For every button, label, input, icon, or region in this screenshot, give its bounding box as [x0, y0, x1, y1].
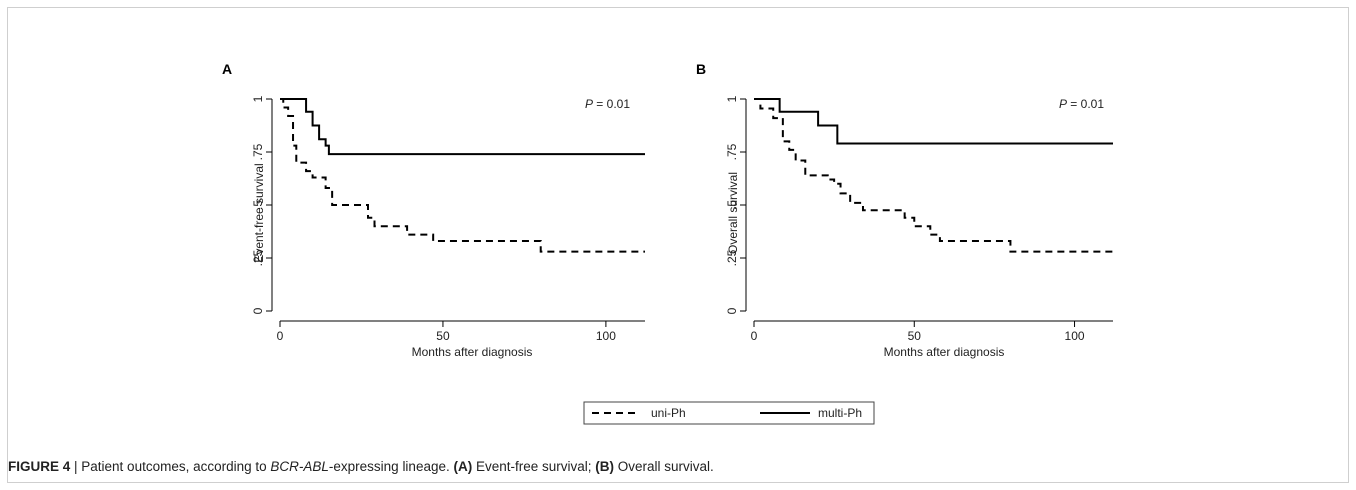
series-uni-ph-curve — [280, 98, 645, 253]
y-tick-label: .25 — [725, 249, 739, 266]
panel-a: A Event-free survival Months after diagn… — [222, 61, 645, 359]
y-axis-label: Overall survival — [726, 172, 740, 254]
series-multi-ph-curve — [754, 98, 1113, 145]
caption-panel-b-ref: (B) — [595, 459, 615, 474]
survival-curves — [280, 98, 645, 253]
panel-label: B — [696, 61, 706, 77]
legend-label-uni-ph: uni-Ph — [651, 406, 686, 420]
series-uni-ph-curve — [754, 98, 1113, 253]
panel-b: B Overall survival Months after diagnosi… — [696, 61, 1113, 359]
legend-label-multi-ph: multi-Ph — [818, 406, 862, 420]
figure-number: FIGURE 4 — [8, 459, 71, 474]
caption-panel-a-ref: (A) — [453, 459, 473, 474]
y-tick-label: 1 — [725, 95, 739, 102]
y-tick-label: 0 — [251, 307, 265, 314]
p-symbol: P — [1059, 97, 1067, 111]
x-tick-label: 100 — [1065, 329, 1085, 343]
x-tick-label: 50 — [436, 329, 450, 343]
survival-curves — [754, 98, 1113, 253]
x-tick-label: 100 — [596, 329, 616, 343]
y-axis-label: Event-free survival — [252, 163, 266, 262]
y-tick-label: .5 — [251, 200, 265, 210]
x-tick-label: 0 — [277, 329, 284, 343]
y-tick-label: .25 — [251, 249, 265, 266]
axes: 0 .25 .5 .75 1 0 50 100 — [251, 95, 645, 343]
caption-panel-b-text: Overall survival. — [614, 459, 714, 474]
p-value: = 0.01 — [593, 97, 630, 111]
series-multi-ph-curve — [280, 98, 645, 156]
caption-separator: | — [70, 459, 82, 474]
panel-label: A — [222, 61, 232, 77]
x-axis-label: Months after diagnosis — [412, 345, 533, 359]
y-tick-label: .75 — [251, 143, 265, 160]
caption-panel-a-text: Event-free survival; — [472, 459, 596, 474]
legend-box — [583, 401, 875, 425]
caption-text-mid: -expressing lineage. — [328, 459, 454, 474]
p-value-annotation: P = 0.01 — [585, 97, 630, 111]
p-value-annotation: P = 0.01 — [1059, 97, 1104, 111]
y-tick-label: .5 — [725, 200, 739, 210]
x-tick-label: 50 — [908, 329, 922, 343]
caption-gene: BCR-ABL — [270, 459, 329, 474]
y-tick-label: 0 — [725, 307, 739, 314]
p-value: = 0.01 — [1067, 97, 1104, 111]
p-symbol: P — [585, 97, 593, 111]
figure-frame — [7, 7, 1349, 483]
caption-text: Patient outcomes, according to — [81, 459, 271, 474]
figure-caption: FIGURE 4 | Patient outcomes, according t… — [8, 459, 1338, 474]
y-tick-label: 1 — [251, 95, 265, 102]
y-tick-label: .75 — [725, 143, 739, 160]
x-axis-label: Months after diagnosis — [884, 345, 1005, 359]
legend: uni-Ph multi-Ph — [583, 401, 875, 425]
axes: 0 .25 .5 .75 1 0 50 100 — [725, 95, 1113, 343]
x-tick-label: 0 — [751, 329, 758, 343]
